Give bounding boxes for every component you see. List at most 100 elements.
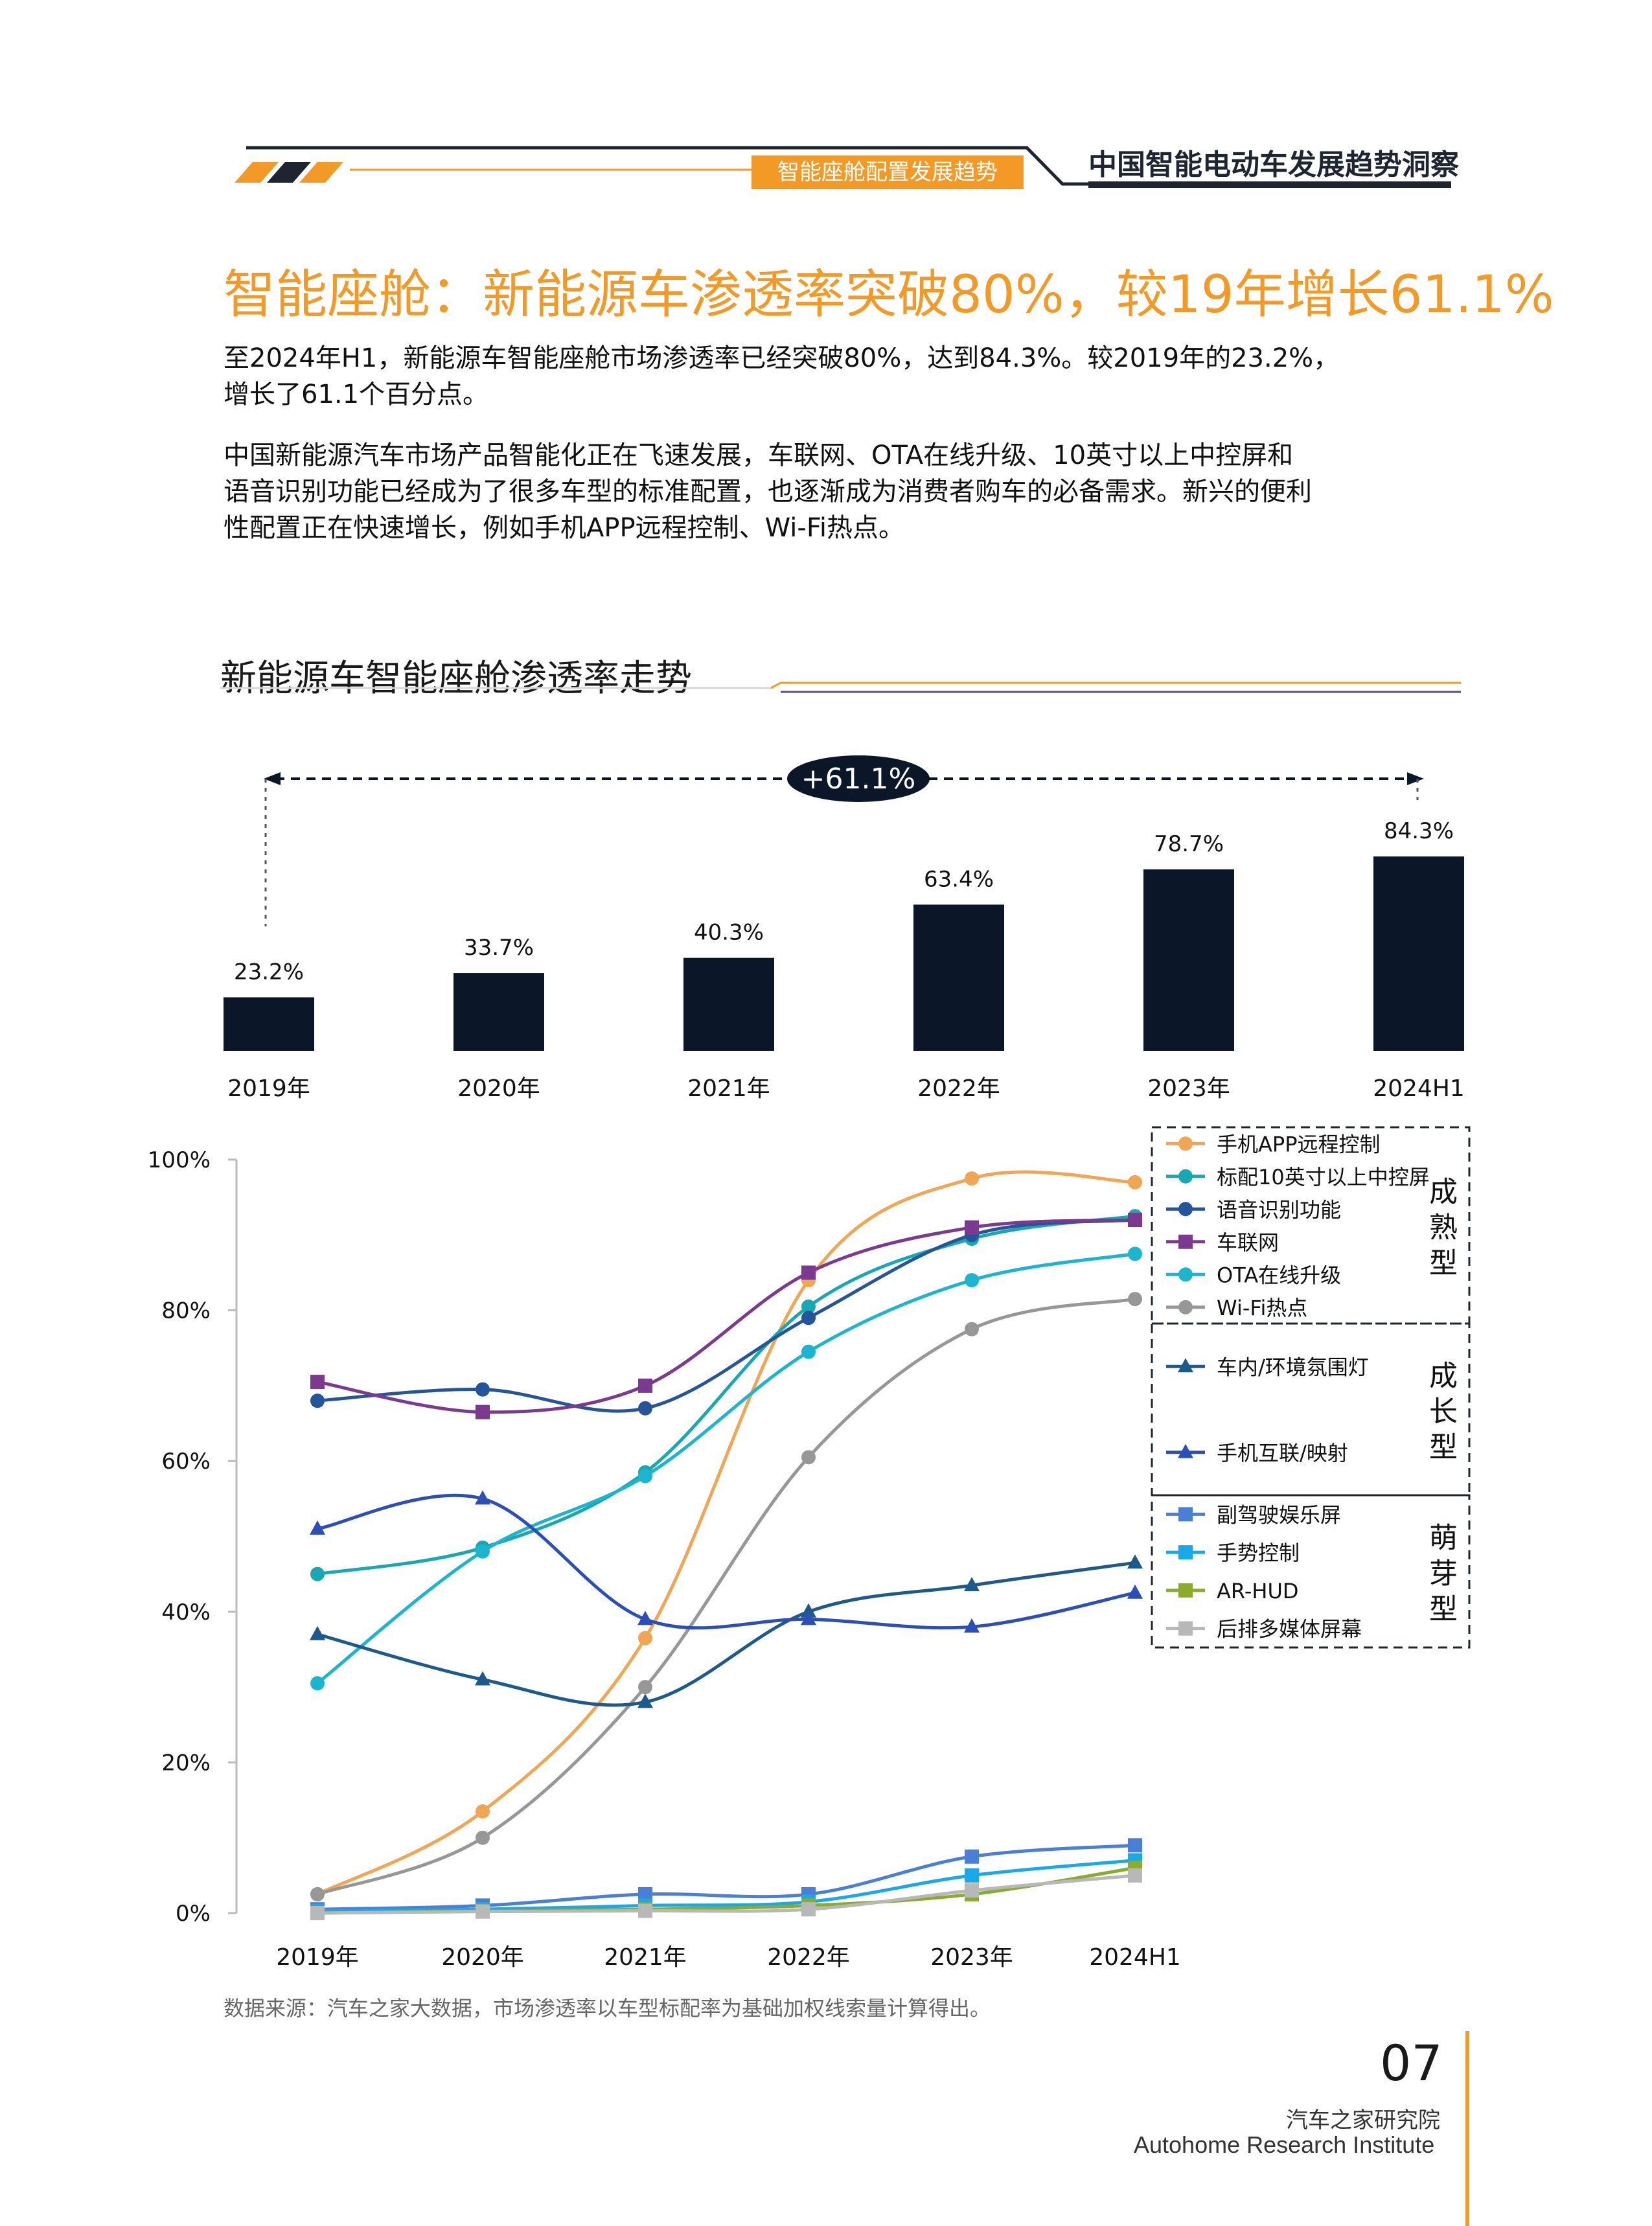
- series-5: [310, 1292, 1142, 1901]
- series-5-point-4: [965, 1322, 979, 1337]
- series-3-point-2: [638, 1378, 652, 1393]
- bar-category-label-3: 2022年: [917, 1075, 1000, 1102]
- series-2-point-2: [638, 1401, 652, 1416]
- series-7-point-2: [637, 1611, 653, 1625]
- paragraph-1-line-1: 至2024年H1，新能源车智能座舱市场渗透率已经突破80%，达到84.3%。较2…: [224, 343, 1340, 373]
- legend-group-box-1: [1151, 1322, 1471, 1497]
- series-11-point-5: [1128, 1868, 1142, 1883]
- series-4-point-0: [310, 1676, 325, 1691]
- paragraph-2-line-3: 性配置正在快速增长，例如手机APP远程控制、Wi-Fi热点。: [224, 513, 905, 543]
- growth-badge-label: +61.1%: [801, 763, 916, 796]
- series-8-point-2: [638, 1887, 652, 1901]
- series-1-point-0: [310, 1566, 325, 1581]
- series-6-point-5: [1127, 1554, 1143, 1569]
- series-line-4: [316, 1252, 1136, 1685]
- paragraph-2-line-1: 中国新能源汽车市场产品智能化正在飞速发展，车联网、OTA在线升级、10英寸以上中…: [224, 441, 1294, 470]
- header-brand-underline: [1088, 181, 1451, 188]
- page-number: 07: [1380, 2034, 1443, 2092]
- legend-marker-7: [1178, 1443, 1193, 1458]
- legend-label-8: 副驾驶娱乐屏: [1217, 1502, 1341, 1527]
- x-tick-label-5: 2024H1: [1089, 1944, 1181, 1971]
- series-2-point-1: [476, 1382, 490, 1397]
- bar-value-label-0: 23.2%: [234, 959, 304, 985]
- series-4-point-3: [801, 1344, 816, 1359]
- bar-2: [683, 958, 774, 1051]
- series-0-point-2: [638, 1631, 652, 1646]
- growth-arrow-left: [264, 772, 281, 785]
- subtitle-line-orange: [770, 682, 1461, 689]
- bar-value-label-5: 84.3%: [1384, 818, 1454, 844]
- series-3-point-1: [476, 1405, 490, 1419]
- org-name-en: Autohome Research Institute: [1134, 2131, 1435, 2158]
- series-2-point-0: [310, 1394, 325, 1408]
- y-tick-label-3: 40%: [161, 1600, 211, 1625]
- header-section-tag: 智能座舱配置发展趋势: [751, 155, 1024, 189]
- header-stripe-orange-2: [299, 162, 343, 183]
- bar-category-label-0: 2019年: [227, 1075, 310, 1102]
- growth-arrow-right: [1407, 772, 1424, 785]
- series-1-point-3: [801, 1299, 816, 1314]
- series-11-point-0: [310, 1906, 325, 1920]
- series-3-point-3: [801, 1265, 816, 1280]
- legend-label-10: AR-HUD: [1217, 1579, 1299, 1603]
- series-line-5: [317, 1297, 1136, 1896]
- legend-marker-4: [1178, 1267, 1193, 1282]
- bar-0: [224, 997, 314, 1051]
- series-7: [310, 1490, 1143, 1633]
- paragraph-1: 至2024年H1，新能源车智能座舱市场渗透率已经突破80%，达到84.3%。较2…: [224, 340, 1454, 413]
- x-tick-label-2: 2021年: [604, 1944, 687, 1971]
- legend-group-label-2-2: 型: [1429, 1593, 1458, 1626]
- series-7-point-0: [310, 1520, 325, 1535]
- legend-label-7: 手机互联/映射: [1217, 1441, 1348, 1465]
- series-5-point-3: [801, 1450, 816, 1465]
- series-1: [310, 1209, 1142, 1581]
- legend-group-label-1-2: 型: [1429, 1431, 1458, 1464]
- legend-label-5: Wi-Fi热点: [1217, 1296, 1307, 1320]
- y-tick-label-1: 80%: [161, 1298, 211, 1324]
- series-9-point-4: [965, 1868, 979, 1883]
- legend-group-label-0-1: 熟: [1429, 1211, 1458, 1245]
- legend-marker-0: [1178, 1136, 1193, 1151]
- series-3: [310, 1213, 1142, 1419]
- series-11: [310, 1868, 1142, 1920]
- series-8-point-5: [1128, 1838, 1142, 1853]
- series-0: [310, 1170, 1142, 1901]
- header-stripe-orange-1: [235, 162, 279, 183]
- bar-5: [1373, 856, 1464, 1051]
- legend-marker-8: [1178, 1507, 1193, 1522]
- legend-label-2: 语音识别功能: [1217, 1197, 1341, 1222]
- series-6-point-1: [475, 1671, 490, 1686]
- paragraph-2-line-2: 语音识别功能已经成为了很多车型的标准配置，也逐渐成为消费者购车的必备需求。新兴的…: [224, 477, 1312, 507]
- series-5-point-5: [1128, 1292, 1142, 1307]
- bar-category-label-4: 2023年: [1147, 1075, 1230, 1102]
- bar-chart: +61.1% 23.2% 2019年 33.7% 2020年 40.3% 2021年 63.4…: [224, 755, 1465, 1102]
- series-4-point-5: [1128, 1246, 1142, 1261]
- series-4-point-1: [476, 1544, 490, 1559]
- x-tick-label-1: 2020年: [441, 1944, 524, 1971]
- series-0-point-5: [1128, 1175, 1142, 1189]
- legend-label-11: 后排多媒体屏幕: [1217, 1617, 1362, 1642]
- paragraph-1-line-2: 增长了61.1个百分点。: [224, 380, 489, 409]
- legend-marker-9: [1178, 1545, 1193, 1560]
- legend-group-label-0-2: 型: [1429, 1247, 1458, 1280]
- growth-badge: [787, 755, 930, 802]
- series-6-point-3: [801, 1603, 816, 1618]
- x-tick-label-4: 2023年: [930, 1944, 1013, 1971]
- series-3-point-0: [310, 1375, 325, 1390]
- subtitle-underline: [220, 682, 1461, 693]
- x-tick-label-0: 2019年: [276, 1944, 359, 1971]
- legend-marker-2: [1178, 1202, 1193, 1217]
- legend-group-label-2-0: 萌: [1429, 1522, 1458, 1555]
- footer-orange-bar: [1465, 2031, 1469, 2226]
- series-line-3: [317, 1218, 1136, 1414]
- series-line-8: [317, 1843, 1136, 1911]
- legend-label-3: 车联网: [1217, 1230, 1279, 1255]
- bar-value-label-4: 78.7%: [1154, 831, 1224, 857]
- series-11-point-2: [638, 1903, 652, 1918]
- series-0-point-4: [965, 1171, 979, 1186]
- bar-value-label-2: 40.3%: [694, 920, 764, 946]
- series-3-point-5: [1128, 1213, 1142, 1228]
- header-decoration: [235, 146, 1451, 188]
- bar-category-label-2: 2021年: [687, 1075, 770, 1102]
- series-11-point-3: [801, 1902, 816, 1917]
